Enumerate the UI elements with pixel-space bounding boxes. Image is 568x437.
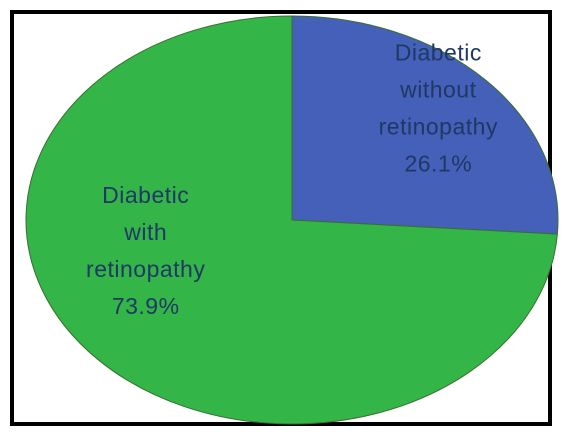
- pie-slice-label-1: Diabetic with retinopathy 73.9%: [86, 182, 205, 319]
- pie-slice-0: [291, 15, 559, 235]
- slice-name-line: Diabetic: [102, 182, 189, 208]
- slice-name-line: Diabetic: [395, 39, 482, 65]
- pie-labels: Diabetic without retinopathy 26.1% Diabetic w…: [86, 39, 498, 319]
- pie-slice-1: [25, 15, 558, 425]
- slice-name-line: with: [123, 219, 167, 245]
- slice-value-label: 73.9%: [112, 293, 180, 319]
- slice-name-line: retinopathy: [86, 256, 205, 282]
- slice-value-label: 26.1%: [404, 150, 472, 176]
- slice-name-line: without: [399, 76, 476, 102]
- slice-name-line: retinopathy: [379, 113, 498, 139]
- pie-slices: [25, 15, 559, 425]
- pie-slice-label-0: Diabetic without retinopathy 26.1%: [379, 39, 498, 176]
